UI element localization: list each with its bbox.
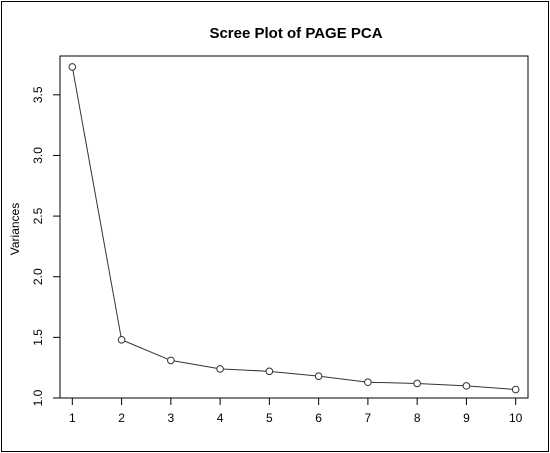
y-axis: 1.0 1.5 2.0 2.5 3.0 3.5: [31, 86, 61, 406]
x-tick-label: 10: [509, 411, 523, 425]
x-tick-label: 2: [118, 411, 125, 425]
series-line-segment: [71, 66, 123, 340]
series-line-segment: [220, 368, 270, 372]
data-point: [462, 382, 471, 390]
y-tick-label: 3.0: [31, 147, 45, 164]
chart-title: Scree Plot of PAGE PCA: [209, 25, 382, 42]
data-point: [364, 378, 372, 387]
x-axis: 1 2 3 4 5 6 7 8 9 10: [69, 397, 523, 425]
series-line-segment: [417, 382, 467, 387]
x-tick-label: 4: [217, 411, 224, 425]
data-point: [413, 379, 421, 388]
x-tick-label: 5: [266, 411, 273, 425]
data-point: [167, 356, 175, 365]
x-tick-label: 8: [414, 411, 421, 425]
x-tick-label: 6: [315, 411, 322, 425]
series-line-segment: [367, 381, 418, 384]
x-tick-label: 1: [69, 411, 76, 425]
data-point: [511, 385, 520, 394]
y-axis-label: Variances: [8, 203, 22, 255]
data-point: [117, 335, 126, 344]
y-tick-label: 1.5: [31, 329, 45, 346]
data-point: [265, 367, 274, 376]
x-tick-label: 9: [463, 411, 470, 425]
series-line-segment: [269, 370, 319, 377]
series-line-segment: [466, 385, 516, 391]
x-tick-label: 7: [365, 411, 372, 425]
y-tick-label: 2.5: [31, 207, 45, 224]
y-tick-label: 3.5: [31, 86, 45, 103]
y-tick-label: 2.0: [31, 268, 45, 285]
data-point: [216, 365, 224, 373]
data-point: [314, 372, 323, 380]
series-line-segment: [170, 359, 221, 370]
data-point: [68, 63, 77, 71]
series-line-segment: [121, 339, 172, 361]
series-points-group: [68, 63, 520, 394]
series-line-group: [71, 66, 516, 391]
y-tick-label: 1.0: [31, 389, 45, 406]
x-tick-label: 3: [167, 411, 174, 425]
plot-frame: [59, 55, 529, 399]
series-line-segment: [318, 375, 368, 383]
